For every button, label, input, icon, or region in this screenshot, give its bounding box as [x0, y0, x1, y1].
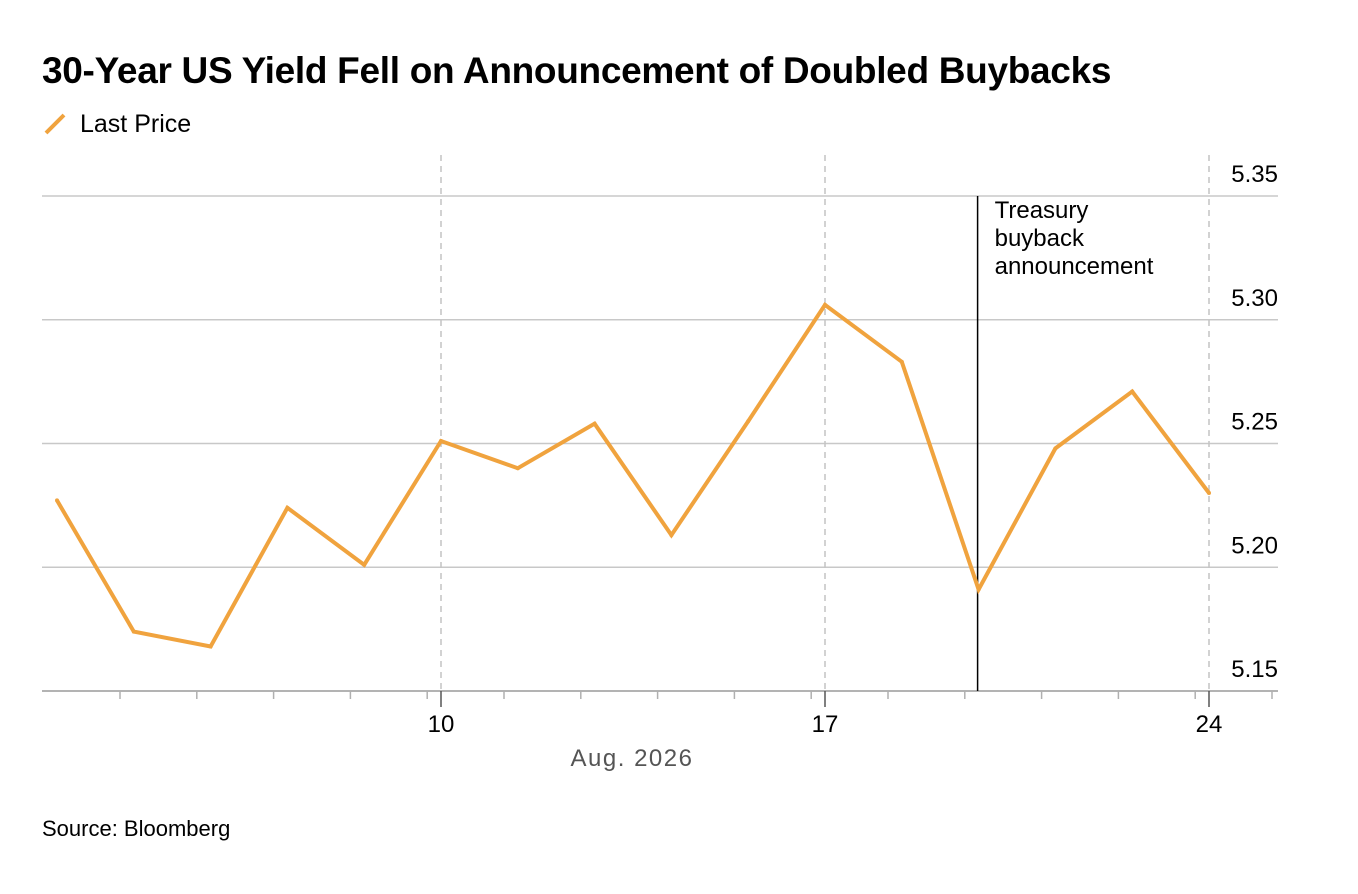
- data-point: [1130, 389, 1135, 394]
- data-point: [439, 439, 443, 444]
- data-point: [1053, 446, 1058, 451]
- legend-label: Last Price: [80, 110, 192, 138]
- annotation-text: announcement: [995, 253, 1154, 280]
- chart-title: 30-Year US Yield Fell on Announcement of…: [42, 50, 1112, 91]
- legend-swatch-icon: [44, 113, 66, 135]
- y-tick-label: 5.15: [1231, 656, 1278, 683]
- x-tick-label: 24: [1196, 711, 1223, 738]
- data-point: [208, 644, 213, 649]
- legend: Last Price: [42, 106, 191, 142]
- data-point: [515, 466, 520, 471]
- data-point: [976, 587, 981, 592]
- data-point: [899, 359, 904, 364]
- data-point: [1207, 491, 1211, 495]
- data-point: [669, 533, 674, 538]
- x-tick-label: 17: [812, 711, 839, 738]
- annotation-text: Treasury: [995, 197, 1089, 224]
- annotation-text: buyback: [995, 225, 1085, 252]
- source-note: Source: Bloomberg: [42, 816, 231, 841]
- y-tick-label: 5.30: [1231, 285, 1278, 312]
- data-point: [55, 498, 59, 503]
- data-point: [362, 562, 367, 567]
- data-point: [592, 421, 597, 426]
- data-point: [823, 302, 827, 307]
- data-point: [285, 505, 290, 510]
- data-point: [131, 629, 136, 634]
- data-point: [746, 419, 751, 424]
- x-axis-label: Aug. 2026: [571, 745, 694, 772]
- y-tick-label: 5.35: [1231, 161, 1278, 188]
- x-tick-label: 10: [428, 711, 455, 738]
- y-tick-label: 5.25: [1231, 409, 1278, 436]
- y-tick-label: 5.20: [1231, 532, 1278, 559]
- series-line-last-price: [55, 302, 1211, 649]
